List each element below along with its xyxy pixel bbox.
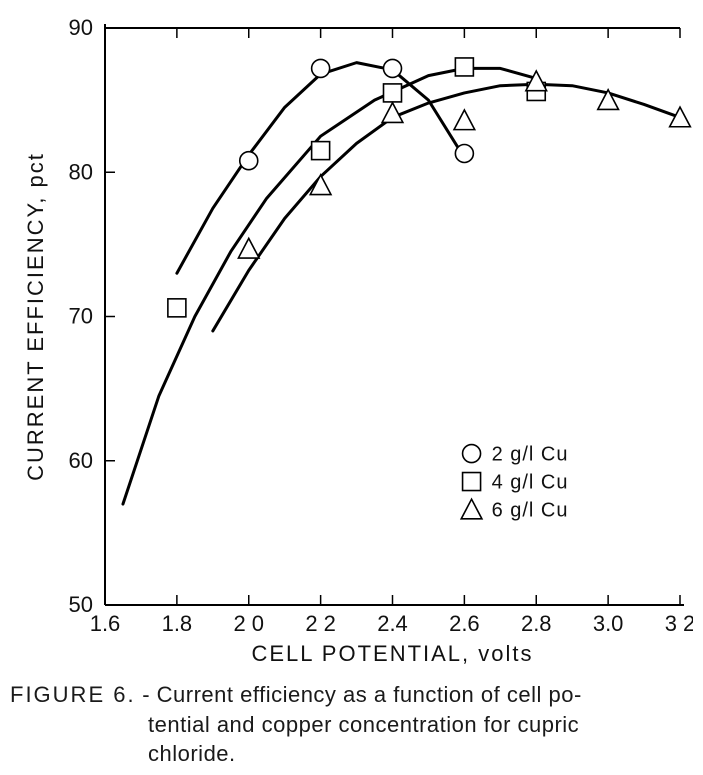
svg-text:1.6: 1.6 xyxy=(90,611,121,636)
svg-text:90: 90 xyxy=(69,15,93,40)
caption-line2: tential and copper concentration for cup… xyxy=(148,710,693,740)
svg-text:CELL POTENTIAL, volts: CELL POTENTIAL, volts xyxy=(251,641,533,666)
svg-text:2 g/l Cu: 2 g/l Cu xyxy=(492,444,569,466)
svg-text:1.8: 1.8 xyxy=(162,611,193,636)
svg-text:50: 50 xyxy=(69,592,93,617)
caption-label: FIGURE 6. xyxy=(10,682,136,707)
svg-text:6 g/l Cu: 6 g/l Cu xyxy=(492,500,569,522)
svg-text:4 g/l Cu: 4 g/l Cu xyxy=(492,472,569,494)
efficiency-chart: 1.6 1.8 2 0 2 2 2.4 2.6 2.8 3.0 3 2 50 60 70 80 90 CEL… xyxy=(10,10,693,670)
svg-text:2.4: 2.4 xyxy=(377,611,408,636)
svg-text:3.0: 3.0 xyxy=(593,611,624,636)
figure-caption: FIGURE 6. - Current efficiency as a func… xyxy=(10,680,693,769)
svg-text:2.6: 2.6 xyxy=(449,611,480,636)
svg-text:2 0: 2 0 xyxy=(233,611,264,636)
svg-text:CURRENT EFFICIENCY, pct: CURRENT EFFICIENCY, pct xyxy=(23,152,48,481)
caption-line1: Current efficiency as a function of cell… xyxy=(157,682,582,707)
caption-line3: chloride. xyxy=(148,739,693,769)
figure-page: { "figure": { "type": "scatter-line", "b… xyxy=(0,0,703,775)
svg-text:70: 70 xyxy=(69,304,93,329)
svg-text:60: 60 xyxy=(69,448,93,473)
chart-container: 1.6 1.8 2 0 2 2 2.4 2.6 2.8 3.0 3 2 50 60 70 80 90 CEL… xyxy=(10,10,693,670)
svg-text:3 2: 3 2 xyxy=(665,611,693,636)
svg-text:2.8: 2.8 xyxy=(521,611,552,636)
svg-text:80: 80 xyxy=(69,159,93,184)
svg-text:2 2: 2 2 xyxy=(305,611,336,636)
